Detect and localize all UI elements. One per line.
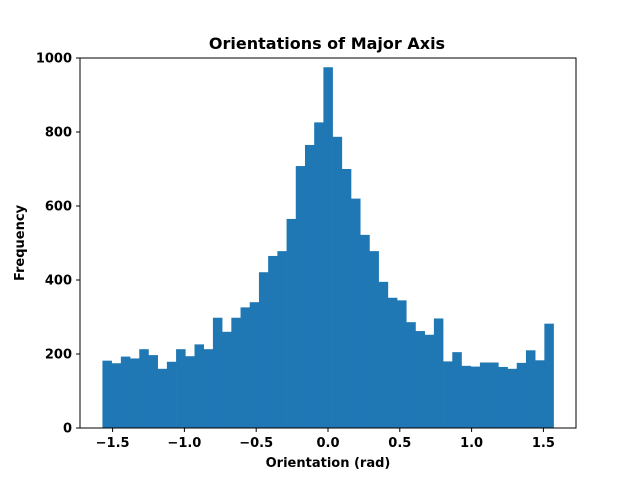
histogram-bar [461, 365, 472, 428]
x-axis-ticks: −1.5 −1.0 −0.5 0.0 0.5 1.0 1.5 [96, 428, 555, 451]
histogram-bar [479, 362, 490, 428]
y-tick-label: 400 [45, 274, 72, 289]
y-axis-ticks: 0 200 400 600 800 1000 [36, 52, 80, 437]
histogram-bar [387, 297, 398, 428]
histogram-bars [102, 67, 554, 429]
histogram-bar [525, 350, 536, 428]
y-tick-label: 0 [63, 422, 72, 437]
histogram-bar [535, 360, 545, 428]
histogram-bar [489, 362, 499, 428]
histogram-bar [433, 318, 444, 428]
x-tick-label: −0.5 [239, 436, 273, 451]
histogram-bar [369, 251, 379, 428]
histogram-bar [185, 356, 195, 428]
histogram-bar [360, 234, 370, 428]
histogram-bar [120, 356, 131, 428]
x-tick-label: 0.5 [388, 436, 411, 451]
histogram-bar [424, 334, 435, 428]
histogram-bar [268, 255, 278, 428]
histogram-bar [378, 281, 389, 428]
histogram-bar [111, 363, 122, 428]
histogram-bar [102, 360, 112, 428]
histogram-bar [194, 344, 205, 428]
histogram-bar [516, 362, 527, 428]
histogram-bar [498, 366, 508, 428]
histogram-bar [258, 272, 269, 428]
y-axis-label: Frequency [13, 204, 28, 281]
histogram-bar [323, 67, 333, 428]
histogram-bar [166, 361, 177, 428]
histogram-bar [397, 300, 407, 428]
histogram-bar [544, 323, 554, 428]
histogram-bar [406, 322, 416, 428]
histogram-bar [212, 317, 223, 428]
histogram-bar [231, 317, 241, 428]
y-tick-label: 800 [45, 126, 72, 141]
histogram-bar [332, 136, 343, 428]
histogram-bar [157, 368, 168, 428]
x-tick-label: −1.0 [167, 436, 201, 451]
y-tick-label: 600 [45, 200, 72, 215]
histogram-bar [148, 355, 158, 428]
histogram-bar [304, 144, 315, 428]
plot-frame [79, 57, 577, 429]
x-tick-label: 1.5 [532, 436, 555, 451]
histogram-bar [203, 349, 214, 428]
x-tick-label: 0.0 [316, 436, 339, 451]
x-tick-label: 1.0 [460, 436, 483, 451]
histogram-bar [176, 349, 186, 428]
histogram-bar [249, 302, 260, 428]
histogram-bar [507, 368, 518, 428]
histogram-bar [277, 251, 287, 428]
histogram-bar [286, 218, 297, 428]
histogram-bar [470, 366, 481, 428]
histogram-bar [130, 358, 140, 428]
x-axis-label: Orientation (rad) [266, 456, 391, 471]
histogram-bar [351, 198, 361, 428]
y-tick-label: 1000 [36, 52, 72, 67]
histogram-bar [240, 307, 251, 428]
histogram-bar [222, 331, 232, 428]
x-tick-label: −1.5 [96, 436, 130, 451]
histogram-bar [139, 349, 149, 428]
histogram-bar [314, 122, 324, 428]
chart-title: Orientations of Major Axis [209, 34, 445, 53]
histogram-bar [443, 361, 453, 428]
histogram-bar [452, 352, 462, 428]
y-tick-label: 200 [45, 348, 72, 363]
histogram-bar [415, 331, 425, 428]
histogram-bar [341, 169, 352, 428]
histogram-bar [295, 166, 306, 429]
